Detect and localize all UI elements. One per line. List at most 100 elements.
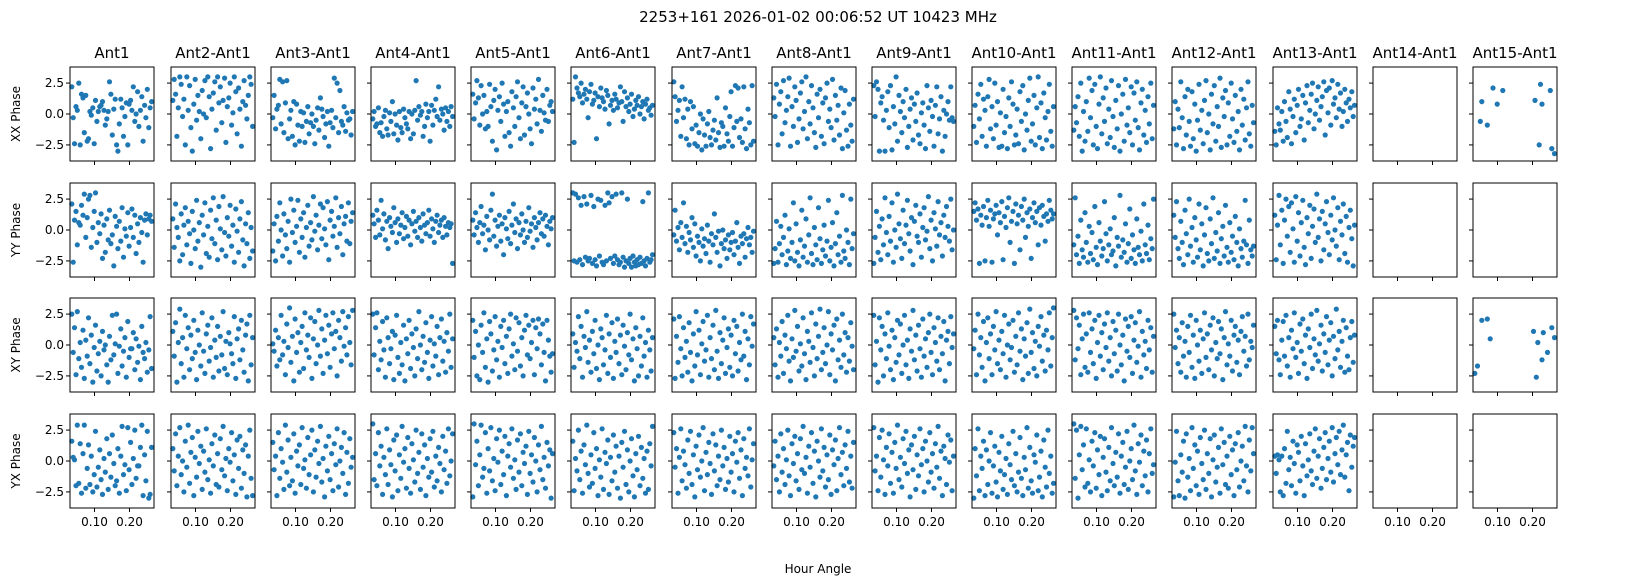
data-point — [986, 223, 992, 229]
x-tick-label: 0.20 — [718, 515, 745, 529]
data-point — [416, 104, 422, 110]
data-point — [938, 333, 944, 339]
data-point — [137, 444, 143, 450]
data-point — [893, 465, 899, 471]
data-point — [610, 107, 617, 113]
data-point — [201, 448, 207, 454]
data-point — [946, 459, 953, 465]
data-point — [986, 356, 992, 362]
data-point — [501, 252, 507, 258]
data-point — [613, 443, 619, 449]
data-point — [904, 470, 911, 476]
data-point — [292, 142, 298, 148]
data-point — [1312, 352, 1318, 358]
data-point — [132, 212, 138, 218]
data-point — [1211, 83, 1217, 89]
data-point — [918, 254, 925, 260]
data-point — [793, 348, 799, 354]
data-point — [508, 311, 514, 317]
data-point — [1000, 257, 1006, 263]
data-point — [212, 337, 218, 343]
data-point — [834, 488, 840, 494]
data-point — [74, 309, 80, 315]
data-point — [599, 335, 605, 341]
data-point — [1080, 442, 1087, 448]
data-point — [574, 348, 580, 354]
data-point — [717, 263, 723, 269]
data-point — [1014, 489, 1020, 495]
data-point — [1186, 349, 1192, 355]
data-point — [689, 126, 695, 132]
data-point — [1089, 229, 1095, 236]
data-point — [976, 488, 983, 494]
data-point — [438, 489, 444, 495]
data-point — [374, 121, 380, 127]
data-point — [122, 335, 128, 341]
data-point — [496, 212, 502, 218]
data-point — [1035, 74, 1041, 80]
data-point — [1108, 78, 1115, 84]
data-point — [1208, 91, 1215, 97]
data-point — [292, 239, 298, 245]
data-point — [748, 234, 754, 240]
data-point — [280, 79, 286, 85]
data-point — [1294, 238, 1300, 244]
data-point — [889, 327, 895, 333]
data-point — [841, 110, 847, 116]
data-point — [718, 241, 725, 247]
data-point — [614, 485, 621, 491]
data-point — [706, 108, 712, 115]
data-point — [128, 439, 134, 445]
data-point — [738, 116, 744, 122]
data-point — [502, 361, 508, 367]
data-point — [1316, 216, 1323, 222]
data-point — [707, 259, 713, 265]
data-point — [817, 86, 823, 92]
data-point — [333, 328, 339, 334]
data-point — [578, 202, 584, 208]
data-point — [1228, 317, 1234, 323]
data-point — [1134, 216, 1140, 222]
data-point — [1192, 101, 1198, 107]
data-point — [1344, 439, 1351, 445]
data-point — [582, 86, 589, 92]
data-point — [112, 96, 118, 102]
data-point — [282, 372, 288, 378]
data-point — [936, 232, 943, 238]
data-point — [748, 314, 754, 320]
data-point — [97, 447, 103, 453]
data-point — [1544, 349, 1551, 355]
data-point — [474, 438, 480, 444]
data-point — [829, 447, 836, 453]
data-point — [1099, 493, 1105, 499]
data-point — [374, 483, 380, 489]
data-point — [708, 142, 715, 148]
data-point — [850, 367, 857, 373]
data-point — [911, 218, 918, 224]
data-point — [236, 326, 242, 332]
data-point — [1085, 259, 1091, 265]
data-point — [772, 246, 778, 252]
data-point — [415, 234, 421, 240]
data-point — [144, 86, 150, 92]
panel-frame — [1372, 297, 1458, 393]
data-point — [302, 457, 308, 463]
data-point — [794, 139, 801, 145]
data-point — [918, 374, 925, 380]
x-tick-label: 0.10 — [883, 515, 910, 529]
data-point — [250, 335, 256, 341]
data-point — [95, 108, 101, 115]
data-point — [885, 310, 891, 316]
data-point — [1290, 113, 1296, 120]
data-point — [817, 236, 823, 242]
data-point — [1107, 478, 1113, 484]
data-point — [885, 463, 891, 469]
data-point — [592, 317, 598, 323]
data-point — [417, 342, 423, 348]
data-point — [396, 231, 402, 237]
x-tick-label: 0.10 — [1083, 515, 1110, 529]
data-point — [533, 458, 539, 464]
data-point — [842, 255, 848, 261]
data-point — [1182, 338, 1188, 344]
data-point — [471, 232, 477, 238]
